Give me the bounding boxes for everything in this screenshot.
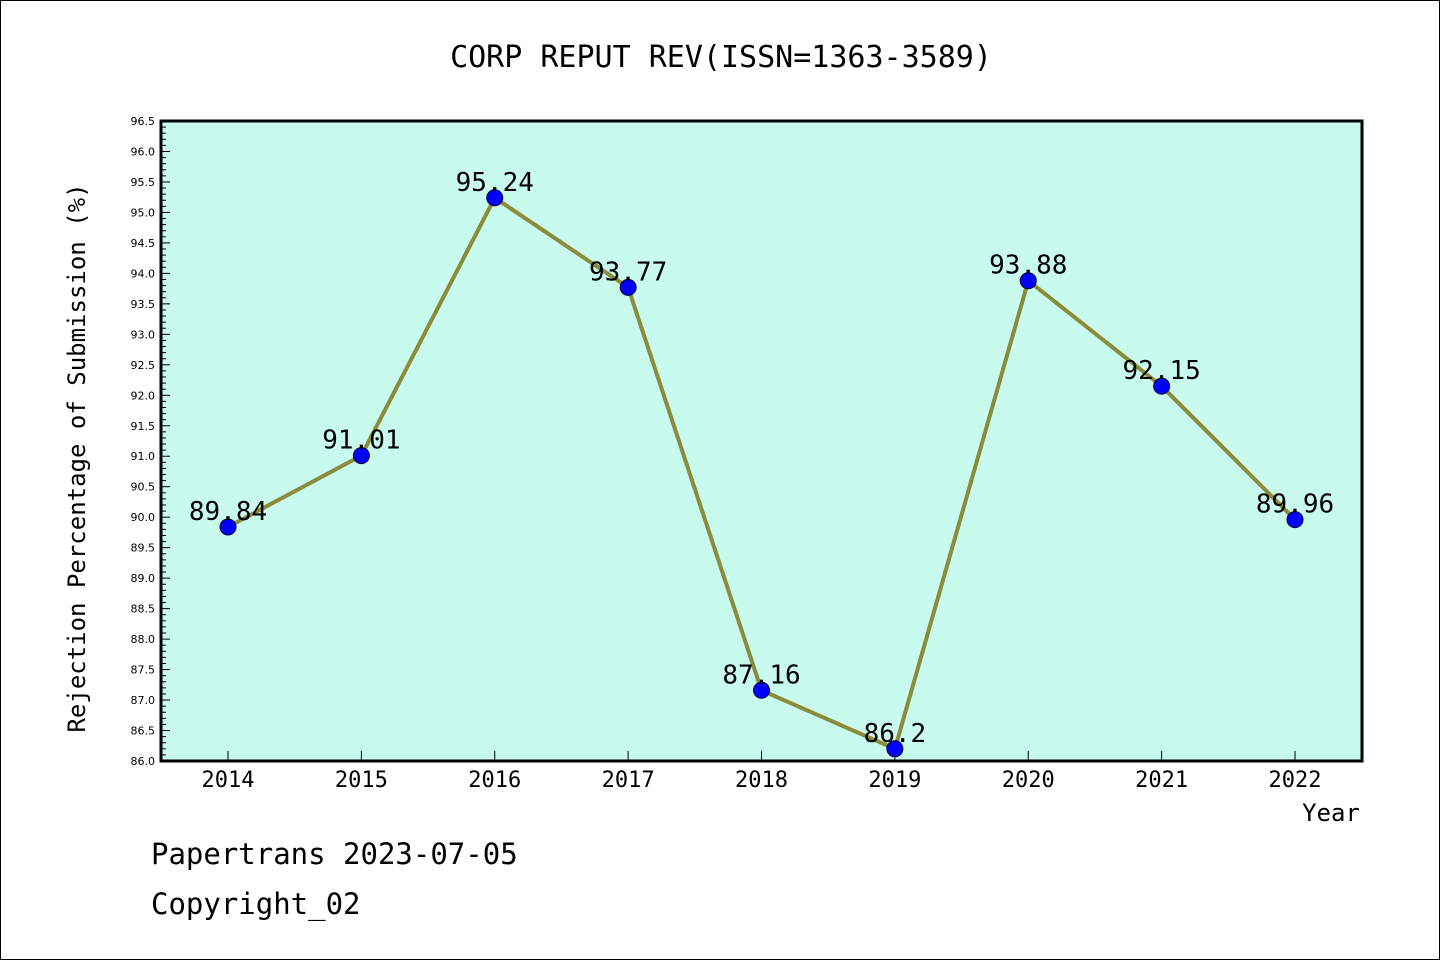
x-axis: 2014 2015 2016 2017 2018 2019 2020 2021 2022	[202, 751, 1322, 793]
y-tick-label: 94.5	[131, 237, 156, 250]
data-point	[1286, 511, 1304, 529]
y-tick-label: 86.0	[131, 755, 156, 768]
data-point	[352, 447, 370, 465]
plot-area	[161, 121, 1362, 761]
data-point	[1019, 272, 1037, 290]
y-tick-label: 88.5	[131, 603, 156, 616]
y-tick-label: 92.0	[131, 389, 156, 402]
x-tick-label: 2015	[335, 768, 388, 793]
y-tick-label: 90.0	[131, 511, 156, 524]
footer-copyright: Copyright_02	[151, 887, 361, 921]
data-point	[1153, 377, 1171, 395]
data-label: 93.77	[589, 257, 667, 287]
data-label: 87.16	[722, 660, 800, 690]
y-tick-label: 92.5	[131, 359, 156, 372]
y-tick-label: 87.5	[131, 664, 156, 677]
y-tick-label: 91.0	[131, 450, 156, 463]
data-labels: 89.84 91.01 95.24 93.77 87.16 86.2 93.88 92.15 8…	[189, 168, 1334, 749]
data-label: 89.96	[1256, 490, 1334, 520]
y-tick-label: 88.0	[131, 633, 156, 646]
data-label: 95.24	[456, 168, 534, 198]
x-tick-label: 2017	[602, 768, 655, 793]
y-axis-label: Rejection Percentage of Submission (%)	[63, 183, 91, 732]
y-tick-label: 89.5	[131, 542, 156, 555]
x-tick-label: 2016	[468, 768, 521, 793]
x-tick-label: 2019	[868, 768, 921, 793]
x-tick-label: 2022	[1269, 768, 1322, 793]
data-point	[619, 278, 637, 296]
y-tick-label: 93.5	[131, 298, 156, 311]
x-tick-label: 2021	[1135, 768, 1188, 793]
data-label: 86.2	[864, 719, 927, 749]
plot-border	[159, 119, 1364, 763]
y-tick-label: 87.0	[131, 694, 156, 707]
y-tick-label: 95.5	[131, 176, 156, 189]
data-point	[219, 518, 237, 536]
y-tick-label: 95.0	[131, 206, 156, 219]
chart-title: CORP REPUT REV(ISSN=1363-3589)	[450, 40, 992, 75]
data-label: 93.88	[989, 251, 1067, 281]
data-label: 91.01	[322, 426, 400, 456]
y-tick-label: 89.0	[131, 572, 156, 585]
data-point	[886, 740, 904, 758]
y-tick-label: 94.0	[131, 267, 156, 280]
x-tick-label: 2018	[735, 768, 788, 793]
data-markers	[219, 189, 1304, 758]
data-label: 92.15	[1122, 356, 1200, 386]
x-axis-label: Year	[1302, 799, 1360, 827]
y-tick-label: 90.5	[131, 481, 156, 494]
x-tick-label: 2020	[1002, 768, 1055, 793]
y-tick-label: 96.5	[131, 115, 156, 128]
data-label: 89.84	[189, 497, 267, 527]
x-tick-label: 2014	[202, 768, 255, 793]
y-tick-label: 96.0	[131, 145, 156, 158]
footer-date: Papertrans 2023-07-05	[151, 837, 518, 871]
data-point	[486, 189, 504, 207]
y-tick-label: 91.5	[131, 420, 156, 433]
y-axis: 86.0 86.5 87.0 87.5 88.0 88.5 89.0 89.5 90.0 90.5…	[131, 115, 170, 768]
data-point	[753, 681, 770, 699]
y-tick-label: 93.0	[131, 328, 156, 341]
y-tick-label: 86.5	[131, 725, 156, 738]
